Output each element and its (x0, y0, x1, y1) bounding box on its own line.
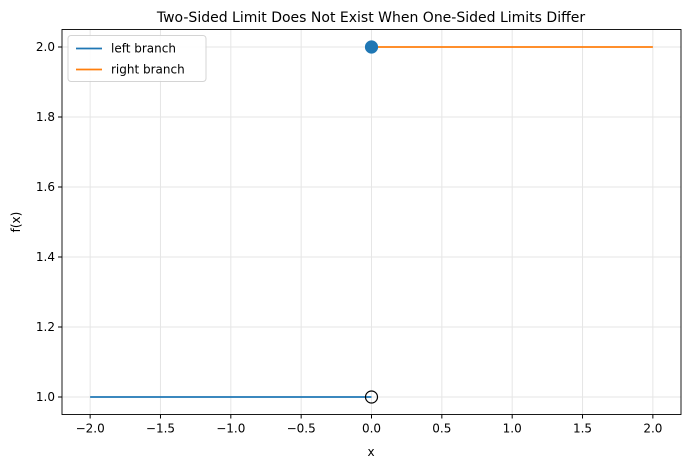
y-tick-label: 1.8 (36, 110, 55, 124)
y-tick-label: 1.6 (36, 180, 55, 194)
x-tick-label: −2.0 (76, 422, 105, 436)
plot-frame (61, 29, 682, 415)
x-tick-label: 0.5 (432, 422, 451, 436)
x-tick-label: 1.5 (573, 422, 592, 436)
legend-label: right branch (111, 63, 185, 77)
x-tick-label: 2.0 (643, 422, 662, 436)
y-tick-label: 1.2 (36, 320, 55, 334)
x-tick-label: 1.0 (503, 422, 522, 436)
x-tick-label: 0.0 (362, 422, 381, 436)
y-tick-label: 1.4 (36, 250, 55, 264)
legend-box (67, 35, 207, 82)
legend-label: left branch (111, 42, 176, 56)
point (364, 390, 379, 404)
y-axis-label: f(x) (9, 212, 23, 233)
y-tick-label: 2.0 (36, 40, 55, 54)
x-tick-label: −1.0 (216, 422, 245, 436)
x-axis-label: x (367, 445, 374, 459)
x-tick-label: −0.5 (287, 422, 316, 436)
point (364, 40, 379, 54)
y-tick-label: 1.0 (36, 390, 55, 404)
chart-title: Two-Sided Limit Does Not Exist When One-… (156, 10, 585, 26)
x-tick-label: −1.5 (146, 422, 175, 436)
